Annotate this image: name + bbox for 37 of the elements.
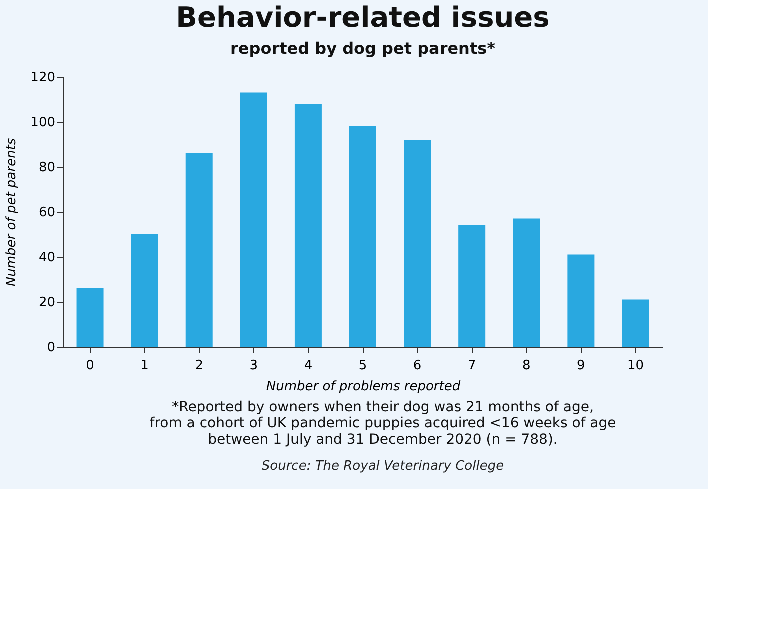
source-note: Source: The Royal Veterinary College <box>262 459 504 474</box>
bar <box>131 234 158 347</box>
x-tick-label: 2 <box>195 358 204 374</box>
y-tick-label: 100 <box>30 116 56 130</box>
chart-title: Behavior-related issues <box>176 1 550 34</box>
x-tick-label: 6 <box>413 358 422 374</box>
y-tick-label: 0 <box>47 340 56 356</box>
y-tick-label: 40 <box>38 250 56 266</box>
x-tick-label: 1 <box>140 358 149 374</box>
bar <box>294 104 322 347</box>
bar <box>76 288 104 347</box>
text: *Reported by owners when their dog was 21 months of age, <box>172 400 594 416</box>
x-axis-title: Number of problems reported <box>266 380 462 394</box>
x-tick-label: 9 <box>577 358 586 374</box>
text: from a cohort of UK pandemic puppies acquired <16 weeks of age <box>150 416 616 432</box>
x-tick-label: 8 <box>522 358 531 374</box>
x-tick-label: 0 <box>86 358 94 374</box>
y-tick-label: 120 <box>30 70 56 86</box>
x-tick-label: 10 <box>627 358 644 374</box>
bar <box>404 140 432 347</box>
bar <box>622 300 650 347</box>
text: between 1 July and 31 December 2020 (n = 788). <box>208 432 558 448</box>
y-tick-label: 20 <box>38 296 56 310</box>
y-axis-title: Number of pet parents <box>4 138 20 287</box>
bar <box>240 92 268 347</box>
x-tick-label: 4 <box>304 358 313 374</box>
x-tick-label: 5 <box>358 358 368 374</box>
y-tick-label: 80 <box>38 160 56 176</box>
bar <box>458 226 486 347</box>
y-tick-label: 60 <box>38 206 56 220</box>
x-tick-label: 7 <box>468 358 476 374</box>
bar <box>513 218 540 347</box>
bar <box>568 254 595 347</box>
bar <box>350 126 376 347</box>
chart-subtitle: reported by dog pet parents* <box>230 39 496 58</box>
bar <box>186 154 213 347</box>
x-tick-label: 3 <box>250 358 258 374</box>
